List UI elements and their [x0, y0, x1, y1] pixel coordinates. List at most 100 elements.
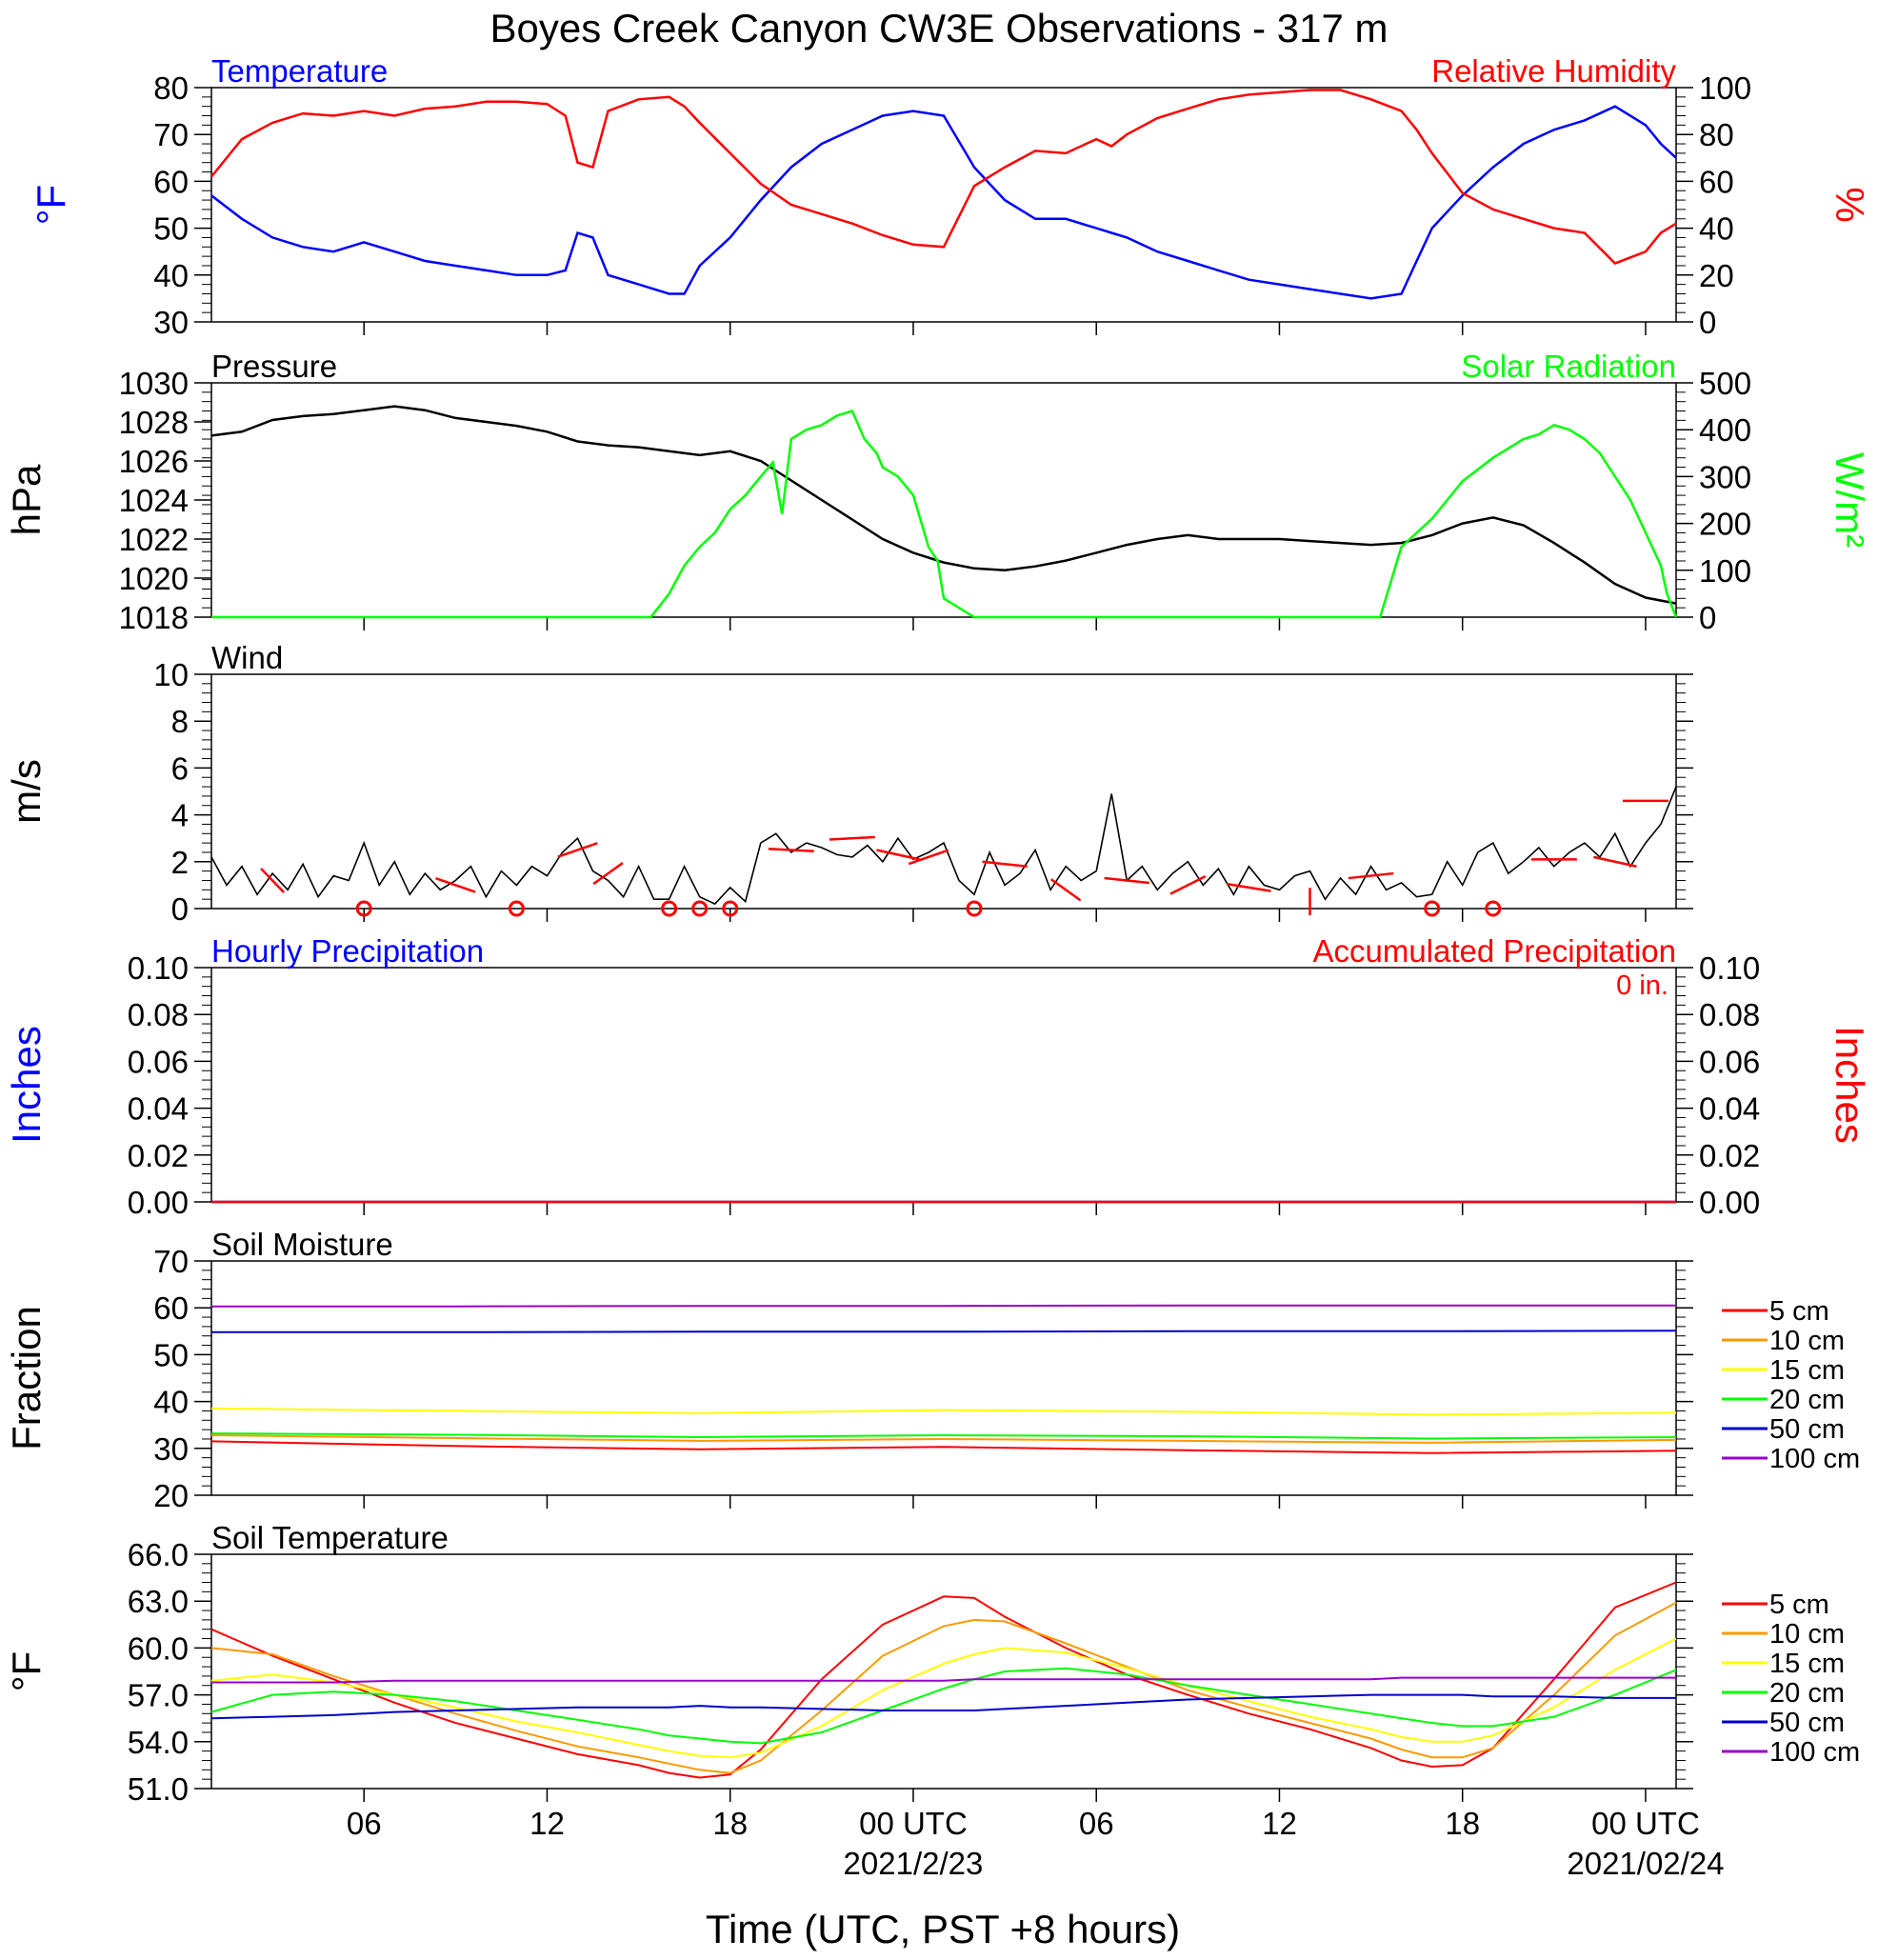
y-tick-label-left: 63.0 — [128, 1584, 189, 1619]
x-tick-label: 06 — [347, 1806, 382, 1841]
y-tick-label-left: 54.0 — [128, 1725, 189, 1760]
y-tick-label-right: 500 — [1699, 366, 1751, 401]
series-line-pressure — [210, 405, 1677, 605]
y-tick-label-left: 40 — [153, 1385, 189, 1420]
y-tick-label-left: 1026 — [119, 444, 189, 479]
y-tick-label-right: 400 — [1699, 412, 1751, 448]
chart-title: Boyes Creek Canyon CW3E Observations - 3… — [489, 6, 1388, 50]
legend-label: 10 cm — [1769, 1619, 1845, 1650]
x-tick-label: 18 — [712, 1806, 748, 1841]
legend-label: 100 cm — [1769, 1444, 1860, 1474]
y-tick-label-right: 0.04 — [1699, 1091, 1760, 1127]
legend-label: 10 cm — [1769, 1326, 1845, 1356]
y-tick-label-right: 60 — [1699, 164, 1734, 199]
series-line-10-cm — [210, 1434, 1677, 1444]
y-tick-label-left: 1030 — [119, 366, 189, 401]
y-tick-label-right: 0.00 — [1699, 1185, 1760, 1220]
legend-label: 50 cm — [1769, 1708, 1845, 1738]
wind-calm-marker — [966, 900, 983, 917]
panel-title-left: Hourly Precipitation — [211, 933, 484, 969]
y-tick-label-left: 0.08 — [128, 997, 189, 1032]
series-line-100-cm — [211, 1304, 1676, 1308]
series-line-50-cm — [210, 1693, 1676, 1720]
wind-calm-marker — [691, 900, 709, 917]
y-tick-label-right: 0.10 — [1699, 950, 1760, 986]
y-tick-label-right: 0.08 — [1699, 997, 1760, 1032]
legend-label: 5 cm — [1769, 1590, 1829, 1620]
y-tick-label-left: 60.0 — [128, 1630, 189, 1666]
wind-barb — [592, 862, 624, 886]
x-date-label: 2021/2/23 — [844, 1846, 984, 1881]
wind-barb — [982, 860, 1028, 869]
y-tick-label-left: 57.0 — [128, 1678, 189, 1713]
panel-title-left: Pressure — [211, 349, 337, 384]
y-tick-label-left: 51.0 — [128, 1771, 189, 1807]
x-tick-label: 00 UTC — [859, 1806, 968, 1841]
panel-frame — [210, 1553, 1677, 1790]
y-tick-label-left: 1022 — [119, 522, 189, 557]
wind-barb — [1050, 878, 1082, 902]
legend-label: 15 cm — [1769, 1649, 1845, 1679]
wind-calm-marker — [1485, 900, 1502, 917]
y-axis-label-left: Fraction — [4, 1306, 49, 1450]
y-tick-label-right: 0 — [1699, 600, 1716, 635]
wind-barb — [260, 868, 285, 893]
series-line-15-cm — [210, 1408, 1677, 1416]
wind-barb — [768, 847, 814, 853]
y-tick-label-left: 1020 — [119, 561, 189, 596]
y-tick-label-left: 66.0 — [128, 1537, 189, 1572]
wind-barb — [876, 849, 920, 861]
y-tick-label-right: 40 — [1699, 211, 1734, 247]
panel-title-left: Soil Moisture — [211, 1227, 393, 1262]
y-tick-label-right: 0 — [1699, 305, 1716, 340]
y-axis-label-left: Inches — [4, 1026, 49, 1144]
panel-title-left: Temperature — [211, 53, 388, 89]
wind-calm-marker — [722, 900, 739, 917]
x-axis-label: Time (UTC, PST +8 hours) — [706, 1907, 1180, 1951]
wind-barb — [435, 877, 476, 893]
wind-calm-marker — [661, 900, 678, 917]
y-tick-label-left: 6 — [171, 750, 189, 786]
y-axis-label-left: hPa — [4, 464, 49, 535]
y-axis-label-left: °F — [4, 1651, 49, 1691]
x-date-label: 2021/02/24 — [1567, 1846, 1724, 1881]
y-tick-label-left: 50 — [153, 211, 189, 247]
x-tick-label: 06 — [1079, 1806, 1114, 1841]
y-axis-label-left: °F — [29, 185, 73, 225]
legend-label: 50 cm — [1769, 1414, 1845, 1445]
panel-frame — [210, 673, 1677, 910]
wind-barb — [1104, 876, 1150, 885]
y-tick-label-left: 0.06 — [128, 1044, 189, 1079]
y-tick-label-left: 40 — [153, 258, 189, 293]
y-axis-label-right: Inches — [1828, 1026, 1872, 1144]
series-line-wind — [210, 786, 1677, 906]
panel-precip: 0.00 0.02 0.04 0.06 0.08 0.10 0.00 0.02 0.04 0.06… — [4, 933, 1872, 1220]
panel-title-left: Soil Temperature — [211, 1520, 449, 1555]
wind-calm-marker — [355, 900, 372, 917]
y-tick-label-left: 30 — [153, 1431, 189, 1467]
panel-title-right: Relative Humidity — [1431, 53, 1676, 89]
panel-frame — [210, 87, 1677, 323]
legend-label: 15 cm — [1769, 1355, 1845, 1386]
y-tick-label-right: 80 — [1699, 117, 1734, 152]
wind-barb — [557, 842, 598, 858]
y-tick-label-right: 0.02 — [1699, 1138, 1760, 1173]
panel-frame — [210, 967, 1677, 1203]
panel-title-left: Wind — [211, 640, 283, 675]
y-tick-label-left: 1028 — [119, 405, 189, 440]
series-line-100-cm — [211, 1676, 1676, 1684]
y-tick-label-right: 200 — [1699, 507, 1751, 542]
x-tick-label: 18 — [1445, 1806, 1480, 1841]
panel-soil_temperature: 51.0 54.0 57.0 60.0 63.0 66.0 Soil Temperature… — [4, 1520, 1860, 1807]
y-axis-label-right: % — [1828, 187, 1872, 222]
y-tick-label-left: 60 — [153, 164, 189, 199]
y-tick-label-left: 30 — [153, 305, 189, 340]
y-tick-label-right: 300 — [1699, 459, 1751, 494]
y-tick-label-left: 1018 — [119, 600, 189, 635]
panel-frame — [210, 382, 1677, 618]
y-tick-label-left: 1024 — [119, 483, 189, 518]
wind-barb — [1348, 871, 1394, 880]
legend-label: 100 cm — [1769, 1737, 1860, 1768]
y-tick-label-left: 4 — [171, 798, 189, 833]
